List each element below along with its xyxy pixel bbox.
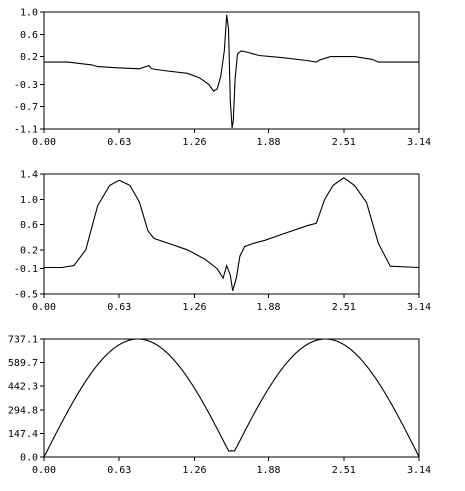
chart-panel-3: 737.1 589.7 442.3 294.8 147.4 0.0 0.00 0.63 1.2… bbox=[8, 335, 431, 477]
plot-frame bbox=[43, 173, 420, 295]
y-tick-label: 0.0 bbox=[20, 453, 38, 464]
x-tick-label: 1.26 bbox=[182, 465, 206, 476]
y-tick-label: 0.2 bbox=[20, 52, 38, 63]
y-tick-label: 1.0 bbox=[20, 8, 38, 19]
chart-panel-1: 1.0 0.6 0.2 -0.3 -0.7 -1.1 0.00 0.63 1.26 1.88 2.… bbox=[14, 8, 431, 149]
x-tick-label: 2.51 bbox=[332, 465, 356, 476]
y-tick-label: 737.1 bbox=[8, 335, 38, 346]
y-axis: 1.0 0.6 0.2 -0.3 -0.7 -1.1 bbox=[14, 8, 44, 136]
y-tick-label: -0.7 bbox=[14, 102, 38, 113]
x-tick-label: 0.00 bbox=[32, 137, 56, 148]
y-axis: 1.4 1.0 0.6 0.2 -0.1 -0.5 bbox=[14, 170, 44, 301]
y-tick-label: 442.3 bbox=[8, 382, 38, 393]
y-tick-label: -0.1 bbox=[14, 264, 38, 275]
x-tick-label: 1.26 bbox=[182, 302, 206, 313]
x-tick-label: 1.88 bbox=[256, 137, 280, 148]
x-axis: 0.00 0.63 1.26 1.88 2.51 3.14 bbox=[32, 457, 431, 476]
x-tick-label: 0.00 bbox=[32, 302, 56, 313]
x-tick-label: 2.51 bbox=[332, 302, 356, 313]
y-tick-label: 0.6 bbox=[20, 30, 38, 41]
y-tick-label: 147.4 bbox=[8, 429, 38, 440]
x-tick-label: 2.51 bbox=[332, 137, 356, 148]
series-line bbox=[43, 338, 420, 458]
y-tick-label: -1.1 bbox=[14, 125, 38, 136]
x-tick-label: 1.88 bbox=[256, 465, 280, 476]
y-tick-label: 1.0 bbox=[20, 195, 38, 206]
x-tick-label: 1.26 bbox=[182, 137, 206, 148]
series-line bbox=[44, 177, 420, 291]
y-tick-label: 589.7 bbox=[8, 358, 38, 369]
x-tick-label: 0.63 bbox=[107, 302, 131, 313]
x-tick-label: 1.88 bbox=[256, 302, 280, 313]
y-tick-label: -0.3 bbox=[14, 80, 38, 91]
x-tick-label: 0.00 bbox=[32, 465, 56, 476]
x-tick-label: 0.63 bbox=[107, 137, 131, 148]
chart-panel-2: 1.4 1.0 0.6 0.2 -0.1 -0.5 0.00 0.63 1.26 1.88 2.5… bbox=[14, 170, 431, 314]
x-tick-label: 3.14 bbox=[407, 465, 431, 476]
y-tick-label: 1.4 bbox=[20, 170, 38, 181]
y-axis: 737.1 589.7 442.3 294.8 147.4 0.0 bbox=[8, 335, 44, 464]
plot-frame bbox=[43, 11, 420, 130]
series-line bbox=[44, 14, 419, 128]
y-tick-label: -0.5 bbox=[14, 290, 38, 301]
plot-frame bbox=[43, 338, 420, 458]
x-tick-label: 3.14 bbox=[407, 302, 431, 313]
y-tick-label: 294.8 bbox=[8, 405, 38, 416]
x-axis: 0.00 0.63 1.26 1.88 2.51 3.14 bbox=[32, 129, 431, 148]
x-axis: 0.00 0.63 1.26 1.88 2.51 3.14 bbox=[32, 294, 431, 313]
y-tick-label: 0.2 bbox=[20, 245, 38, 256]
x-tick-label: 0.63 bbox=[107, 465, 131, 476]
x-tick-label: 3.14 bbox=[407, 137, 431, 148]
y-tick-label: 0.6 bbox=[20, 220, 38, 231]
